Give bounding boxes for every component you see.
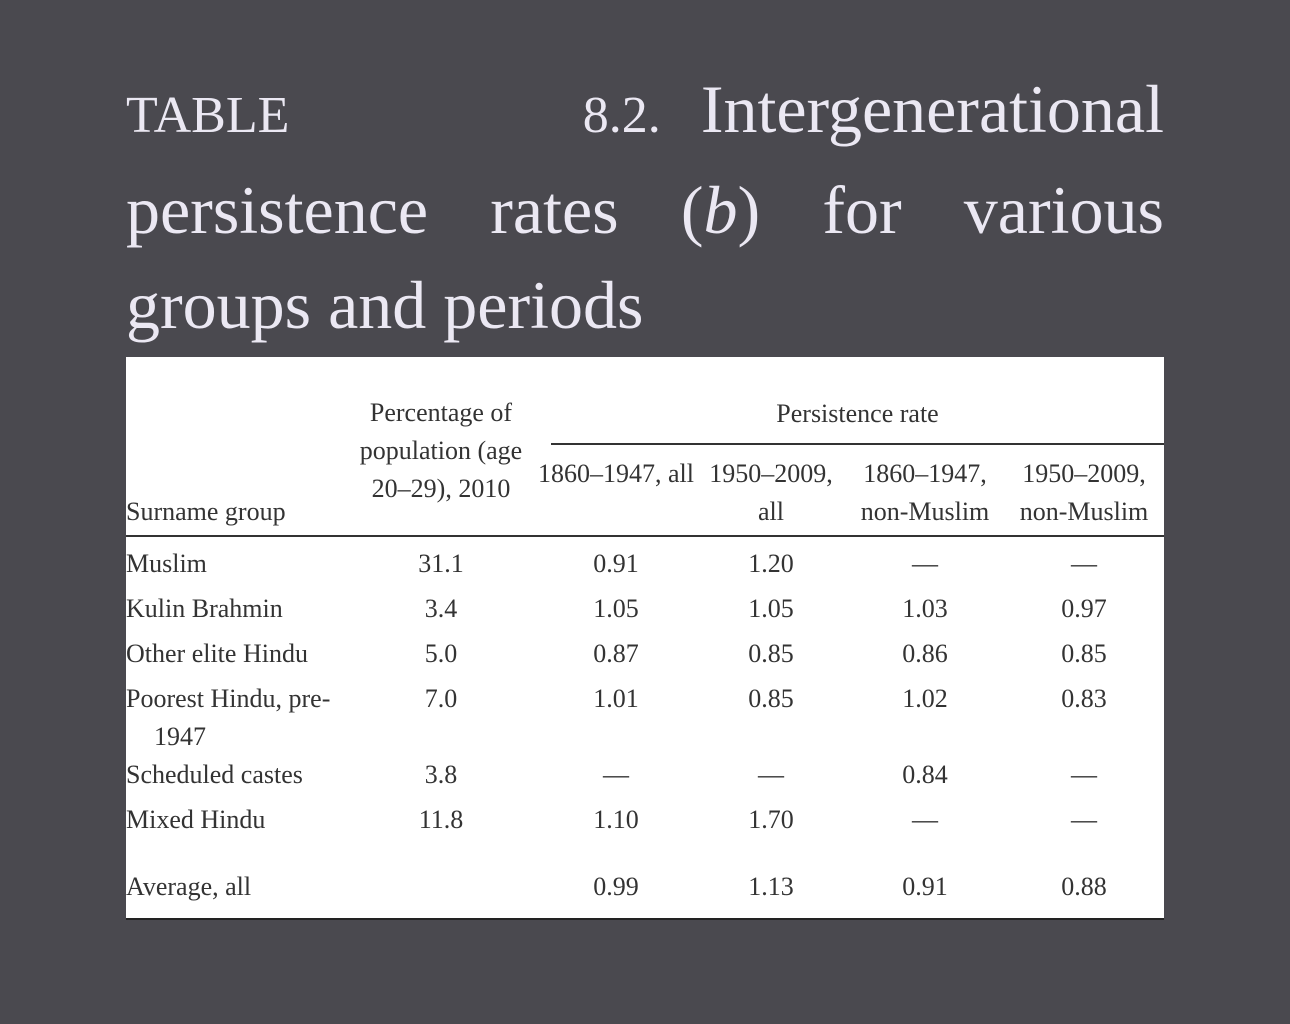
table-cell: 11.8 [418,805,464,834]
table-cell: 31.1 [418,549,464,578]
table-cell: 1.02 [902,684,948,713]
row-label: Other elite Hindu [126,639,308,668]
table-cell: — [603,760,629,789]
table-row: Kulin Brahmin 3.4 1.05 1.05 1.03 0.97 [126,590,1164,635]
row-label: Poorest Hindu, pre-1947 [126,684,331,751]
table-body: Muslim 31.1 0.91 1.20 — — Kulin Brahmin 3.4 1.05… [126,536,1164,913]
table-cell: 1.13 [748,872,794,901]
table-cell: 0.97 [1061,594,1107,623]
header-cell: 1950–2009, all [696,455,846,537]
table-cell: 0.85 [748,684,794,713]
table-cell: — [912,549,938,578]
table-row: Mixed Hindu 11.8 1.10 1.70 — — [126,801,1164,846]
table-row: Other elite Hindu 5.0 0.87 0.85 0.86 0.85 [126,635,1164,680]
table-cell: — [912,805,938,834]
table-cell: — [1071,549,1097,578]
table-cell: 0.86 [902,639,948,668]
table-cell: 3.8 [424,760,458,789]
persistence-header: Persistence rate [551,395,1164,445]
row-label: Mixed Hindu [126,805,266,834]
table-cell: 1.05 [593,594,639,623]
table-cell: 5.0 [424,639,458,668]
table-box: Surname group Percentage of population (… [126,357,1164,920]
header-cell: Persistence rate [536,357,1164,455]
table-cell: 7.0 [424,684,458,713]
header-cell: 1860–1947, all [536,455,696,537]
row-label: Muslim [126,549,207,578]
table-cell: 1.05 [748,594,794,623]
table-cell: 1.01 [593,684,639,713]
table-row: Poorest Hindu, pre-1947 7.0 1.01 0.85 1.02 0.… [126,680,1164,756]
table-cell: 0.99 [593,872,639,901]
table-cell: 0.84 [902,760,948,789]
table-cell: 1.03 [902,594,948,623]
table-cell: 0.91 [593,549,639,578]
header-row: 1860–1947, all 1950–2009, all 1860–1947, n… [126,455,1164,537]
table-title: TABLE 8.2. Intergenerational persistence … [126,62,1164,353]
table-row: Scheduled castes 3.8 — — 0.84 — [126,756,1164,801]
header-cell: Surname group [126,357,346,537]
table-cell: 1.70 [748,805,794,834]
row-label: Kulin Brahmin [126,594,283,623]
table-cell: — [1071,760,1097,789]
title-italic: b [703,172,738,248]
table-row: Muslim 31.1 0.91 1.20 — — [126,536,1164,590]
table-cell: 0.83 [1061,684,1107,713]
table-row: Average, all 0.99 1.13 0.91 0.88 [126,846,1164,913]
table-cell: 0.85 [748,639,794,668]
table-label: TABLE 8.2. [126,87,661,144]
header-cell: 1860–1947, non-Muslim [846,455,1004,537]
title-text: Intergenerational persistence rates ( [126,71,1164,248]
table-cell: 0.87 [593,639,639,668]
table-cell: 0.91 [902,872,948,901]
table-cell: 3.4 [424,594,458,623]
table-cell: 0.88 [1061,872,1107,901]
table-cell: 0.85 [1061,639,1107,668]
header-row: Surname group Percentage of population (… [126,357,1164,537]
table-cell: 1.20 [748,549,794,578]
title-text: ) for various groups and periods [126,172,1164,343]
row-label: Scheduled castes [126,760,303,789]
header-cell: Percentage of population (age 20–29), 20… [346,357,536,537]
table-cell [346,846,536,913]
data-table: Surname group Percentage of population (… [126,357,1164,913]
row-label: Average, all [126,872,252,901]
table-cell: — [758,760,784,789]
table-cell: — [1071,805,1097,834]
header-cell: 1950–2009, non-Muslim [1004,455,1164,537]
table-cell: 1.10 [593,805,639,834]
